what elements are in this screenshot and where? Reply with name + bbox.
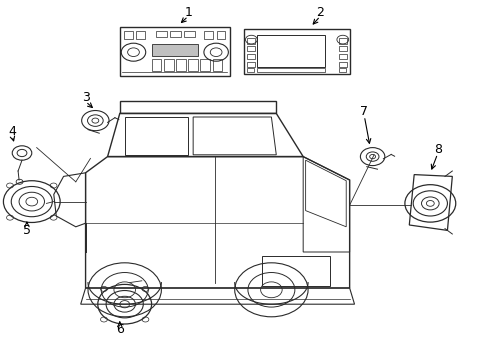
Bar bbox=[338, 38, 346, 44]
Bar bbox=[246, 46, 254, 51]
Bar bbox=[151, 44, 198, 56]
Bar bbox=[256, 35, 325, 67]
Text: 2: 2 bbox=[316, 6, 324, 19]
Text: 1: 1 bbox=[184, 6, 192, 19]
Bar bbox=[246, 62, 254, 67]
Bar bbox=[338, 62, 346, 67]
Bar bbox=[246, 38, 254, 44]
Bar bbox=[136, 31, 144, 39]
Bar bbox=[204, 31, 213, 39]
Bar bbox=[256, 68, 325, 72]
Bar bbox=[151, 59, 161, 71]
Bar bbox=[338, 68, 346, 72]
Bar bbox=[212, 59, 222, 71]
Bar bbox=[183, 31, 194, 37]
Bar bbox=[188, 59, 198, 71]
Bar bbox=[163, 59, 173, 71]
Text: 5: 5 bbox=[23, 224, 31, 237]
Bar bbox=[120, 27, 229, 76]
Bar bbox=[338, 54, 346, 59]
Bar bbox=[156, 31, 167, 37]
Bar bbox=[246, 68, 254, 72]
Bar bbox=[244, 29, 349, 74]
Bar bbox=[176, 59, 185, 71]
Bar bbox=[123, 31, 132, 39]
Bar bbox=[261, 256, 329, 286]
Text: 8: 8 bbox=[433, 143, 441, 156]
Text: 3: 3 bbox=[81, 91, 89, 104]
Bar bbox=[216, 31, 225, 39]
Text: 4: 4 bbox=[8, 125, 16, 138]
Bar bbox=[246, 54, 254, 59]
Bar bbox=[200, 59, 210, 71]
Text: 7: 7 bbox=[360, 105, 367, 118]
Bar bbox=[170, 31, 181, 37]
Bar bbox=[338, 46, 346, 51]
Text: 6: 6 bbox=[116, 323, 123, 336]
